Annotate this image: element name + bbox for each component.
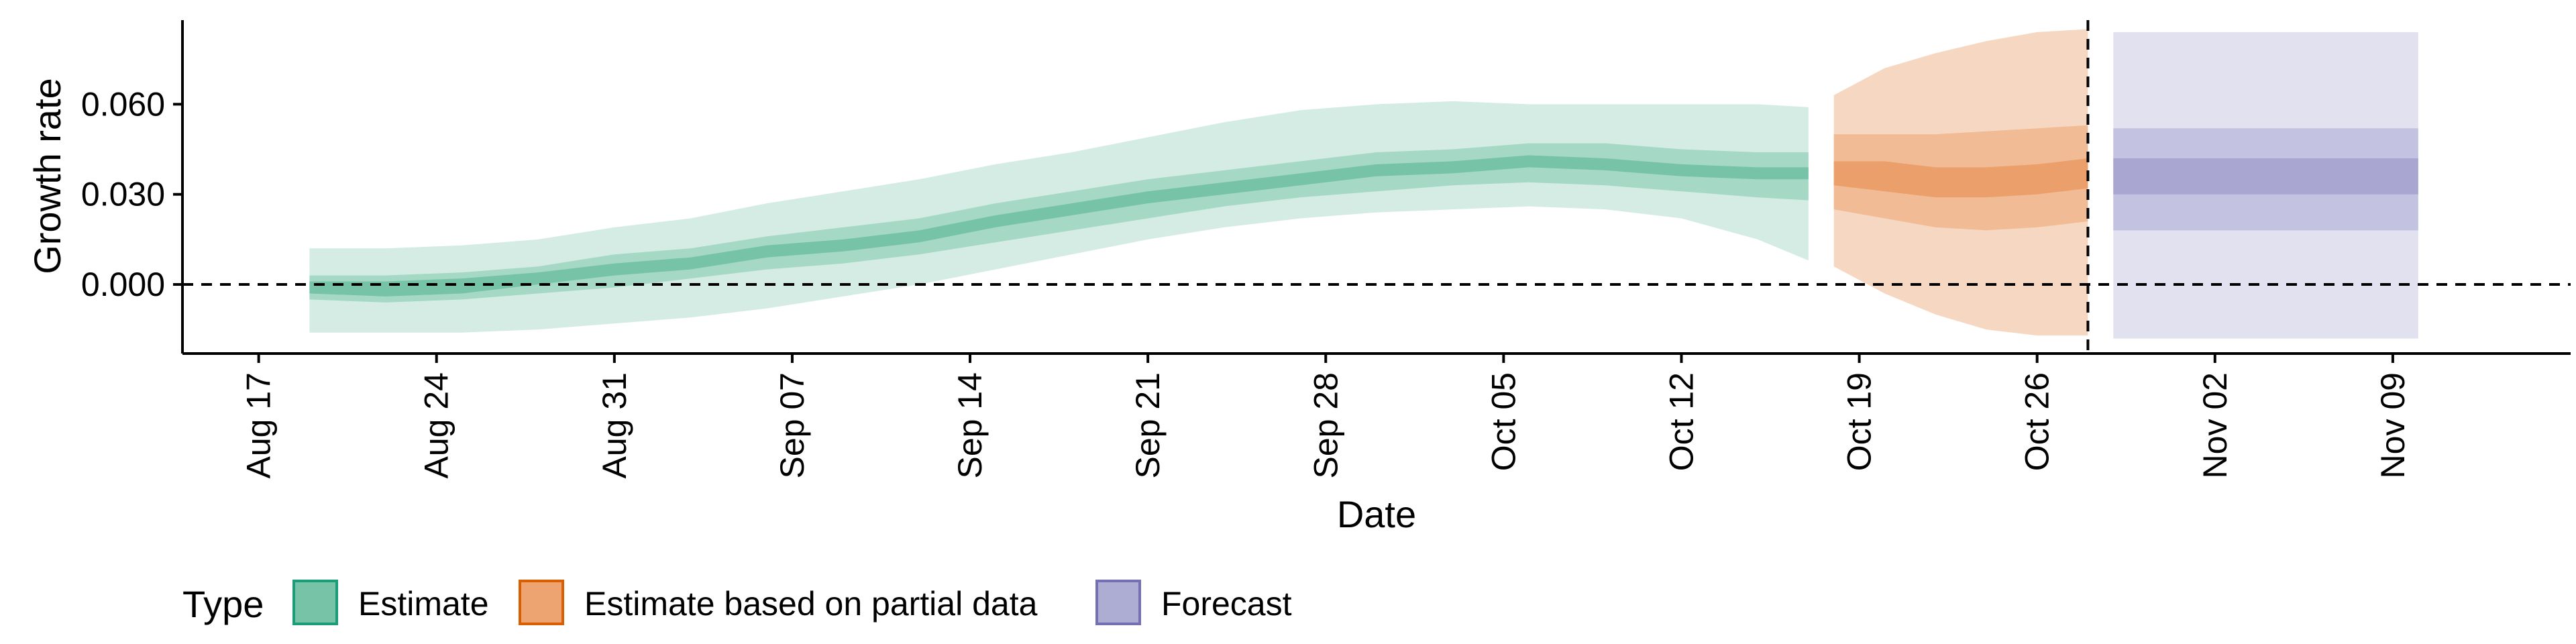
x-tick-label: Aug 17	[240, 372, 278, 478]
legend-label-forecast: Forecast	[1161, 585, 1292, 623]
x-tick-label: Sep 28	[1307, 372, 1344, 478]
estimate-band-20	[309, 155, 1809, 297]
x-tick-label: Oct 26	[2019, 372, 2056, 471]
y-axis-ticks: 0.000 0.030 0.060	[81, 85, 182, 303]
y-tick-label: 0.000	[81, 266, 165, 303]
legend-key-forecast	[1095, 580, 1141, 625]
legend: Type Estimate Estimate based on partial d…	[182, 580, 1292, 625]
x-tick-label: Sep 21	[1129, 372, 1167, 478]
legend-item-forecast: Forecast	[1095, 580, 1292, 625]
legend-label-estimate: Estimate	[358, 585, 489, 623]
legend-items: Estimate Estimate based on partial data Fo…	[292, 580, 1292, 625]
x-tick-label: Oct 12	[1662, 372, 1700, 471]
legend-item-estimate-based-on-partial-data: Estimate based on partial data	[519, 580, 1038, 625]
x-tick-label: Oct 19	[1841, 372, 1878, 471]
y-axis-title: Growth rate	[26, 78, 68, 274]
legend-key-estimate-based-on-partial-data	[519, 580, 564, 625]
x-tick-label: Oct 05	[1485, 372, 1522, 471]
axes-layer: 0.000 0.030 0.060 Aug 17 Aug 24 Aug 31 Sep 07…	[26, 20, 2571, 535]
reference-lines-layer	[182, 20, 2571, 354]
series-forecast	[2113, 32, 2418, 339]
x-axis-title: Date	[1337, 493, 1416, 535]
x-tick-label: Sep 14	[951, 372, 989, 478]
legend-label-estimate-based-on-partial-data: Estimate based on partial data	[584, 585, 1038, 623]
bands-layer	[309, 29, 2418, 339]
series-estimate-based-on-partial-data	[1833, 29, 2088, 336]
legend-title: Type	[182, 583, 264, 625]
x-tick-label: Aug 31	[596, 372, 633, 478]
estimate-based-on-partial-data-band-20	[1833, 158, 2088, 198]
series-estimate	[309, 101, 1809, 333]
y-tick-label: 0.060	[81, 85, 165, 123]
forecast-band-20	[2113, 158, 2418, 195]
x-tick-label: Aug 24	[418, 372, 455, 478]
y-tick-label: 0.030	[81, 176, 165, 213]
x-tick-label: Nov 02	[2196, 372, 2234, 478]
legend-item-estimate: Estimate	[292, 580, 489, 625]
legend-key-estimate	[292, 580, 338, 625]
x-axis-ticks: Aug 17 Aug 24 Aug 31 Sep 07 Sep 14 Sep 21 Sep …	[240, 354, 2412, 478]
x-tick-label: Sep 07	[773, 372, 811, 478]
x-tick-label: Nov 09	[2374, 372, 2412, 478]
